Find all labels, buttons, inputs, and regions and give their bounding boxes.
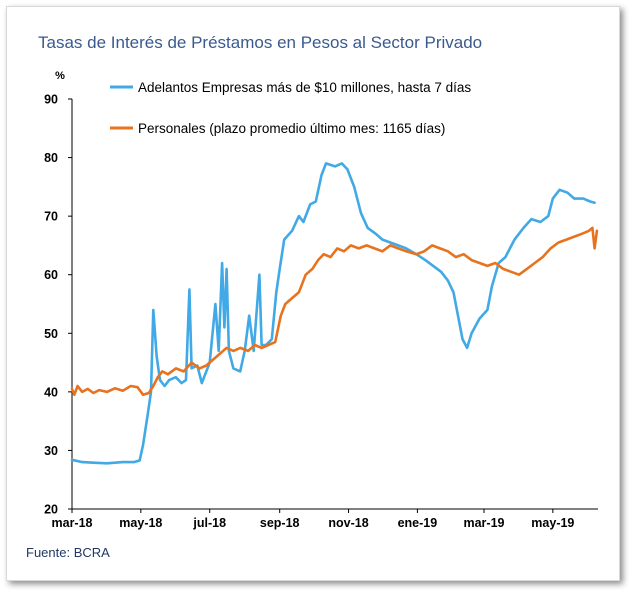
y-tick-label: 90 xyxy=(44,93,58,107)
x-tick-label: mar-19 xyxy=(463,516,504,530)
y-tick-label: 30 xyxy=(44,444,58,458)
chart-frame xyxy=(6,6,620,581)
x-tick-label: jul-18 xyxy=(192,516,226,530)
source-note: Fuente: BCRA xyxy=(26,545,110,560)
legend-label: Personales (plazo promedio último mes: 1… xyxy=(138,121,445,136)
y-tick-label: 60 xyxy=(44,268,58,282)
y-tick-label: 80 xyxy=(44,151,58,165)
y-tick-label: 70 xyxy=(44,210,58,224)
x-tick-label: ene-19 xyxy=(398,516,438,530)
y-unit-label: % xyxy=(55,70,65,82)
series-line-personales xyxy=(70,226,599,397)
legend: Adelantos Empresas más de $10 millones, … xyxy=(110,80,471,136)
x-tick-label: may-18 xyxy=(119,516,162,530)
x-tick-label: sep-18 xyxy=(260,516,300,530)
legend-label: Adelantos Empresas más de $10 millones, … xyxy=(138,80,471,95)
x-tick-label: mar-18 xyxy=(52,516,93,530)
y-tick-label: 50 xyxy=(44,327,58,341)
x-tick-label: nov-18 xyxy=(328,516,368,530)
axes: % 20 30 40 50 60 70 80 90 mar-18 may-18 jul-18 sep-1… xyxy=(44,70,598,530)
chart-title: Tasas de Interés de Préstamos en Pesos a… xyxy=(38,33,483,52)
y-tick-label: 40 xyxy=(44,385,58,399)
y-tick-label: 20 xyxy=(44,503,58,517)
series-lines xyxy=(70,162,599,465)
series-line-adelantos xyxy=(70,162,596,465)
x-tick-label: may-19 xyxy=(531,516,574,530)
